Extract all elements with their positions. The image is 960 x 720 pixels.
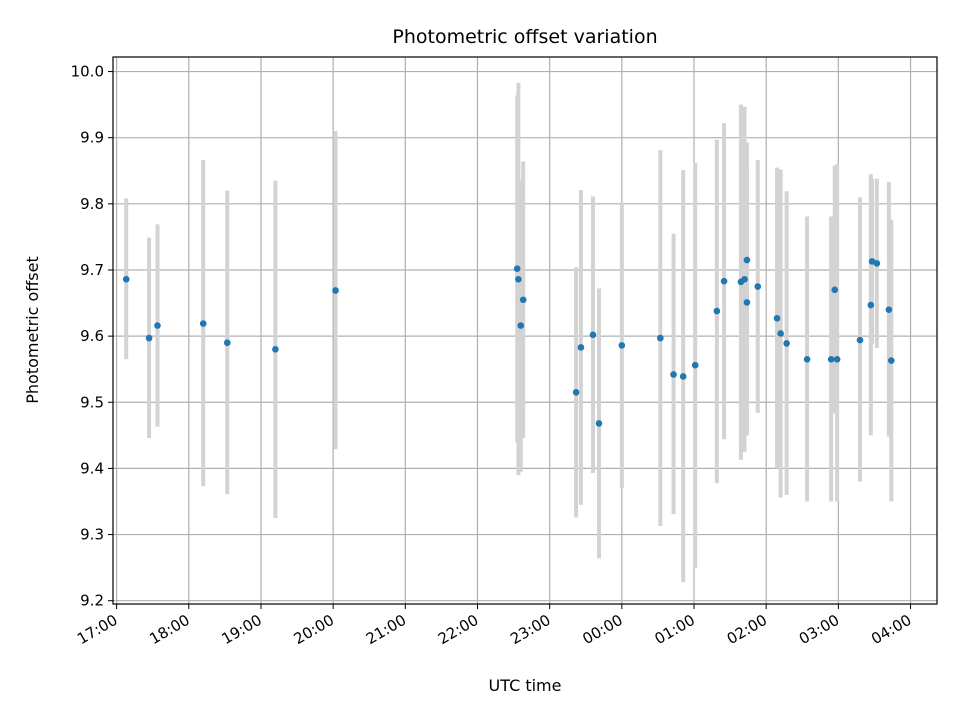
y-tick-label: 9.2 bbox=[80, 592, 104, 610]
data-point bbox=[743, 299, 751, 306]
data-point bbox=[515, 275, 522, 283]
data-point bbox=[513, 265, 521, 272]
y-tick-label: 9.5 bbox=[80, 393, 104, 411]
data-points bbox=[122, 256, 895, 427]
data-point bbox=[679, 373, 687, 380]
data-point bbox=[783, 340, 790, 347]
data-point bbox=[713, 307, 721, 315]
y-tick-label: 9.8 bbox=[80, 195, 104, 213]
data-point bbox=[670, 371, 677, 378]
data-point bbox=[827, 355, 835, 363]
data-point bbox=[618, 342, 626, 349]
data-point bbox=[519, 296, 527, 304]
data-point bbox=[145, 334, 153, 342]
data-point bbox=[831, 286, 839, 294]
y-tick-label: 10.0 bbox=[71, 63, 104, 81]
data-point bbox=[833, 355, 841, 363]
data-point bbox=[856, 336, 864, 344]
data-point bbox=[773, 314, 781, 322]
data-point bbox=[885, 306, 893, 313]
data-point bbox=[199, 320, 207, 327]
y-tick-label: 9.9 bbox=[80, 129, 104, 147]
y-axis-ticks: 9.2 9.3 9.4 9.5 9.6 9.7 9.8 9.9 10.0 bbox=[71, 63, 113, 610]
data-point bbox=[122, 275, 130, 283]
y-tick-label: 9.3 bbox=[80, 526, 104, 544]
data-point bbox=[589, 331, 597, 339]
y-tick-label: 9.7 bbox=[80, 261, 104, 279]
data-point bbox=[743, 256, 751, 264]
data-point bbox=[777, 330, 784, 337]
data-point bbox=[154, 322, 161, 329]
data-point bbox=[577, 344, 585, 351]
data-point bbox=[873, 260, 881, 267]
data-point bbox=[867, 301, 875, 309]
y-tick-label: 9.6 bbox=[80, 327, 104, 345]
y-tick-label: 9.4 bbox=[80, 459, 104, 477]
data-point bbox=[595, 420, 603, 427]
data-point bbox=[754, 283, 762, 290]
x-axis-label: UTC time bbox=[489, 676, 562, 695]
data-point bbox=[720, 277, 728, 285]
data-point bbox=[691, 361, 699, 369]
chart-title: Photometric offset variation bbox=[392, 26, 657, 48]
data-point bbox=[517, 322, 525, 329]
data-point bbox=[332, 287, 339, 294]
data-point bbox=[887, 357, 895, 364]
data-point bbox=[657, 334, 664, 342]
plot-frame bbox=[112, 56, 938, 605]
data-point bbox=[272, 346, 279, 353]
data-point bbox=[741, 275, 748, 283]
data-point bbox=[572, 389, 580, 396]
data-point bbox=[803, 355, 811, 363]
y-axis-label: Photometric offset bbox=[23, 256, 42, 404]
data-point bbox=[223, 339, 231, 347]
